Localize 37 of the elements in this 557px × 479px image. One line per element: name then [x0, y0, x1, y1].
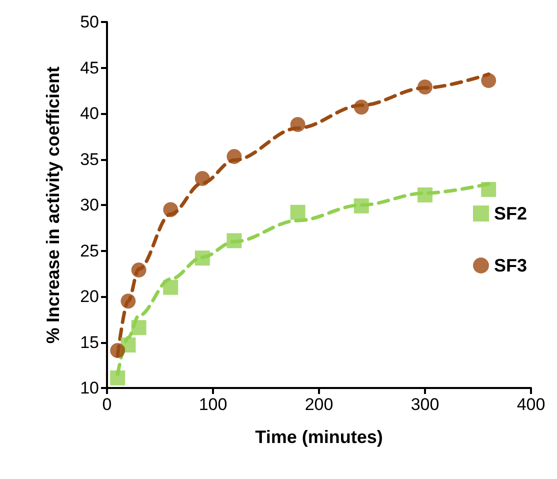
point: [110, 370, 126, 386]
point: [110, 342, 126, 358]
x-tick-label: 100: [198, 395, 228, 414]
point: [481, 73, 496, 88]
point: [194, 250, 210, 266]
y-tick-label: 20: [80, 287, 99, 306]
y-tick-label: 25: [80, 241, 99, 260]
x-axis-title: Time (minutes): [255, 427, 383, 447]
x-tick-label: 200: [304, 395, 334, 414]
legend-label: SF2: [494, 204, 528, 224]
point: [226, 149, 242, 164]
x-tick-label: 400: [516, 395, 546, 414]
point: [194, 170, 210, 186]
point: [131, 262, 146, 278]
y-tick-label: 40: [80, 104, 99, 123]
y-tick-label: 30: [80, 196, 99, 214]
legend-label: SF3: [494, 256, 528, 276]
y-axis-title: % Increase in activity coefficient: [43, 66, 63, 344]
x-tick-label: 0: [102, 395, 112, 414]
point: [120, 294, 136, 309]
y-tick-label: 45: [80, 58, 99, 78]
x-tick-label: 300: [410, 395, 440, 414]
point: [290, 204, 306, 220]
y-tick-label: 10: [80, 378, 99, 398]
point: [481, 182, 496, 197]
point: [354, 198, 369, 214]
point: [418, 187, 432, 202]
point: [418, 79, 432, 94]
point: [131, 320, 146, 336]
point: [163, 202, 178, 218]
y-tick-label: 15: [80, 332, 99, 352]
point: [226, 233, 242, 248]
point: [354, 100, 369, 115]
y-tick-label: 35: [80, 150, 99, 169]
point: [163, 280, 178, 295]
y-tick-label: 50: [80, 12, 99, 32]
point: [290, 116, 306, 132]
